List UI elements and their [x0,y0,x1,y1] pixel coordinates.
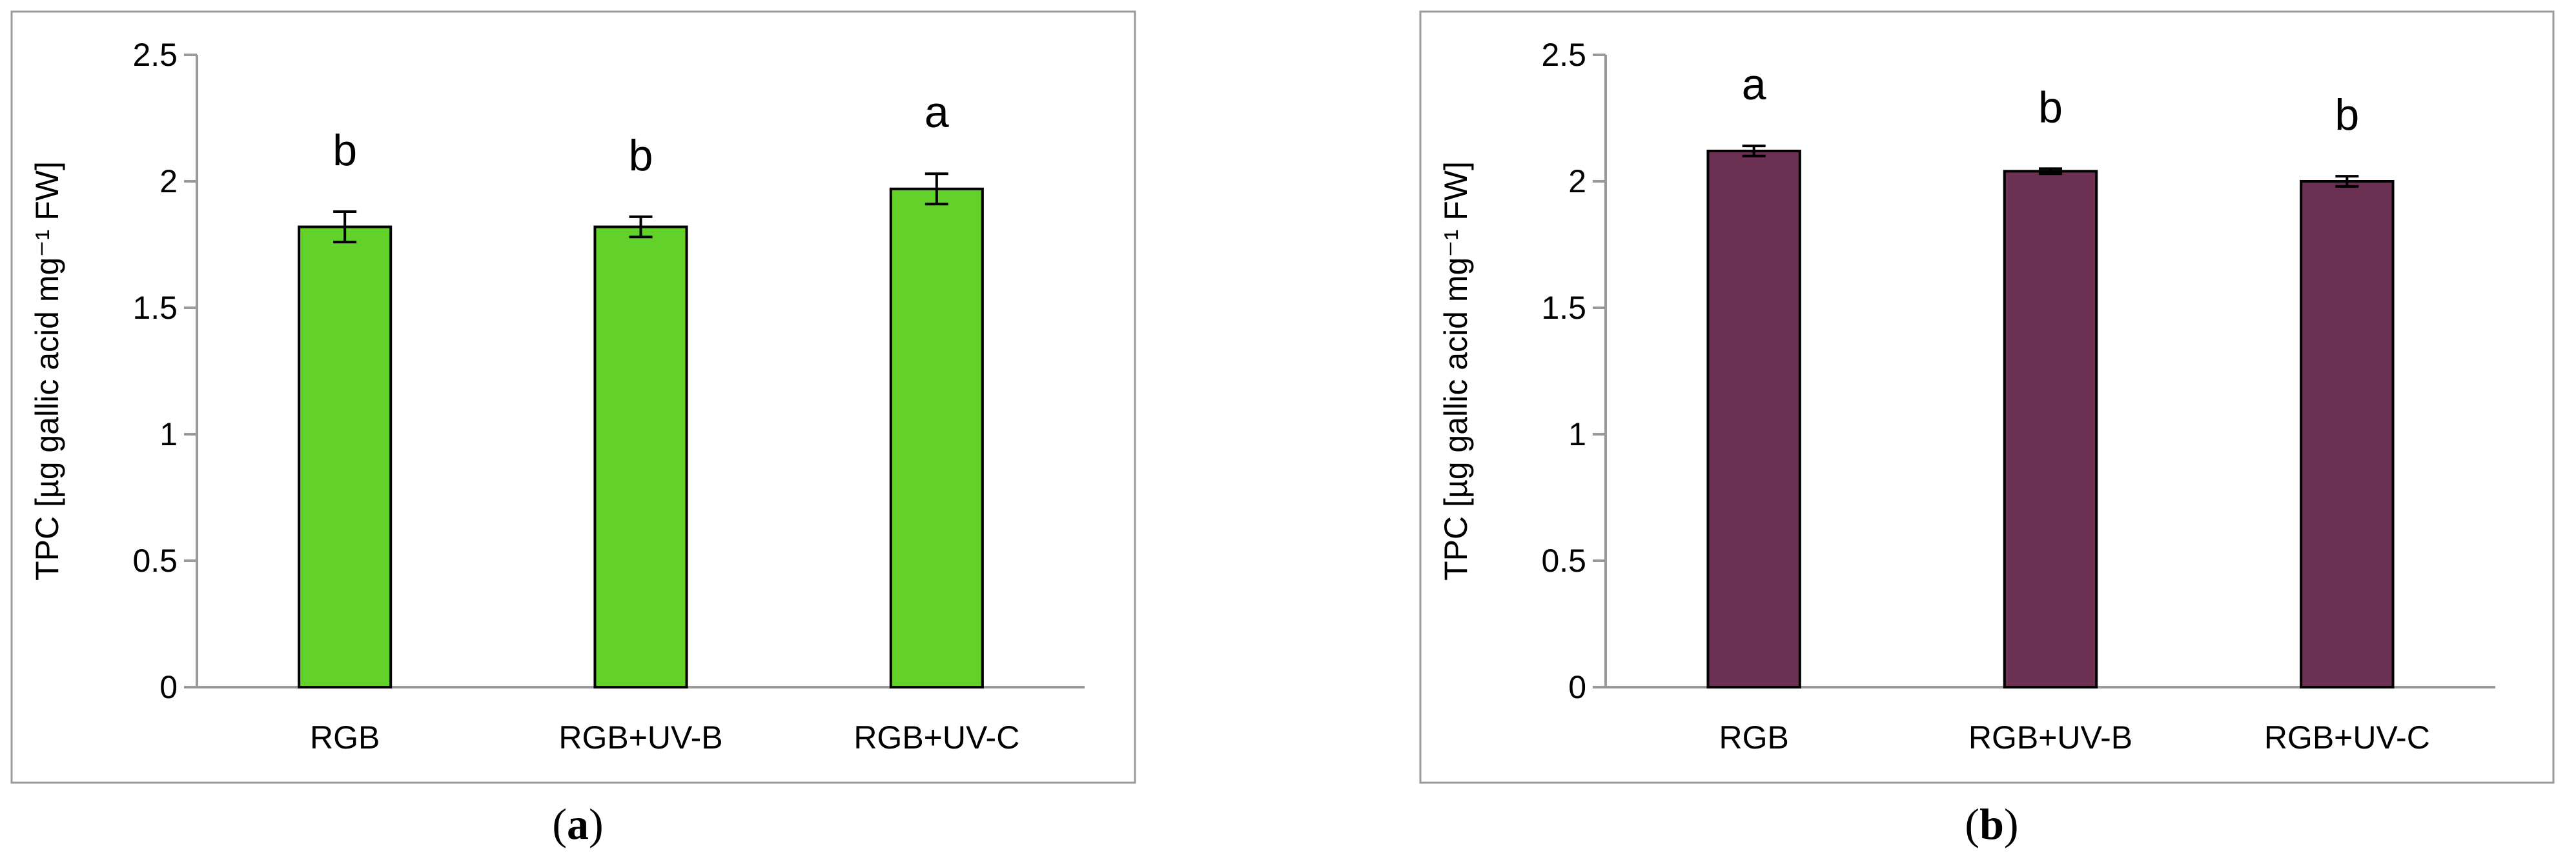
chart-panel-a: 0 0.5 1 1.5 2 2.5 TPC [µg gallic acid mg⁻¹ FW]… [10,10,1136,784]
x-tick-label: RGB+UV-C [2264,719,2430,756]
significance-letter: a [925,88,949,137]
y-tick-label: 0.5 [1541,543,1586,579]
y-axis-title: TPC [µg gallic acid mg⁻¹ FW] [1438,161,1474,581]
significance-letter: b [2335,90,2359,139]
y-tick-label: 1 [159,416,178,452]
significance-letter: b [2038,83,2063,132]
y-tick-label: 0 [1568,669,1586,705]
y-tick-label: 1.5 [132,290,178,326]
bar [2003,170,2098,688]
y-tick-label: 0.5 [132,543,178,579]
significance-letter: b [629,131,653,180]
y-tick-label: 2 [159,163,178,199]
y-tick-label: 0 [159,669,178,705]
x-tick-label: RGB+UV-B [558,719,722,756]
chart-panel-b: 0 0.5 1 1.5 2 2.5 TPC [µg gallic acid mg⁻¹ FW]… [1419,10,2555,784]
bar [889,187,984,688]
x-tick-label: RGB [1719,719,1788,756]
bar [2300,180,2395,688]
x-tick-label: RGB [310,719,380,756]
y-tick-label: 2.5 [132,37,178,73]
y-tick-label: 2.5 [1541,37,1586,73]
y-tick-label: 1.5 [1541,290,1586,326]
x-tick-label: RGB+UV-C [854,719,1019,756]
panel-label: (b) [1965,799,2018,849]
x-tick-label: RGB+UV-B [1968,719,2132,756]
significance-letter: a [1742,60,1766,109]
panel-label: (a) [552,799,603,849]
bar [593,225,688,688]
y-tick-label: 2 [1568,163,1586,199]
y-tick-label: 1 [1568,416,1586,452]
bar [1706,149,1801,688]
bar [298,225,393,688]
y-axis-title: TPC [µg gallic acid mg⁻¹ FW] [29,161,65,581]
significance-letter: b [332,126,357,175]
